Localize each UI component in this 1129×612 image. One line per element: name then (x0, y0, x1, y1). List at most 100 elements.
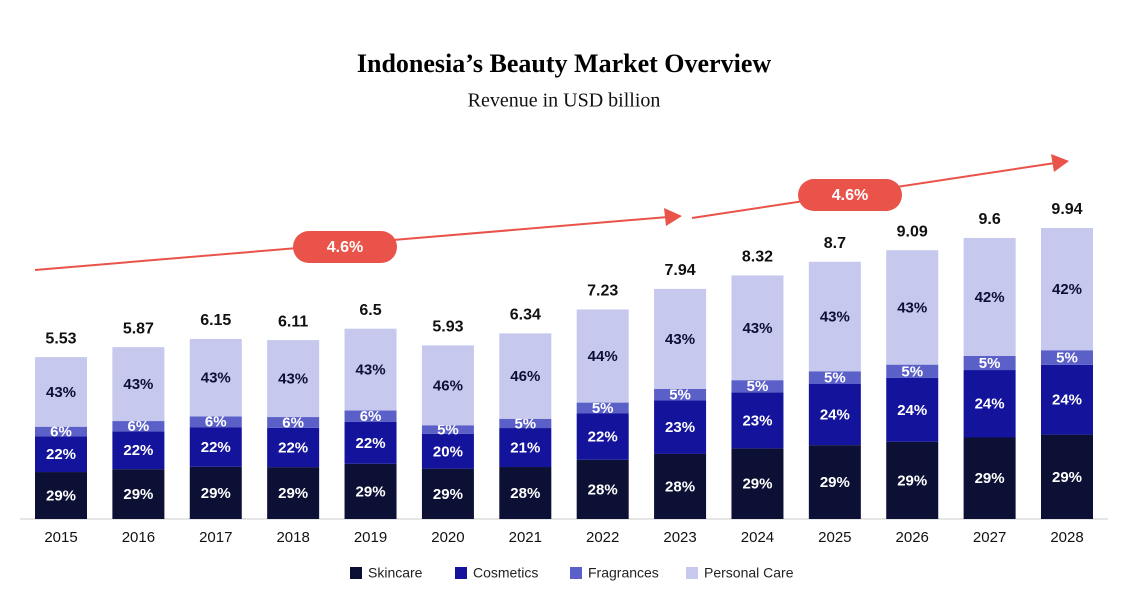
segment-label: 43% (665, 331, 695, 348)
segment-label: 22% (46, 446, 76, 463)
legend-label: Skincare (368, 565, 423, 581)
total-label: 9.6 (978, 211, 1000, 228)
segment-label: 29% (975, 470, 1005, 487)
segment-label: 43% (820, 308, 850, 325)
total-label: 5.93 (432, 319, 463, 336)
bar-segment (112, 431, 165, 470)
bar-segment (808, 261, 861, 372)
bar-segment (189, 466, 242, 519)
chart-title: Indonesia’s Beauty Market Overview (357, 49, 771, 78)
bar-segment (731, 448, 784, 519)
bar-segment (576, 402, 629, 414)
x-tick-label: 2023 (663, 529, 696, 546)
x-tick-label: 2018 (276, 529, 309, 546)
x-tick-label: 2022 (586, 529, 619, 546)
bar-segment (267, 417, 320, 428)
bar-segment (654, 288, 707, 389)
total-label: 7.94 (665, 262, 696, 279)
x-tick-label: 2017 (199, 529, 232, 546)
segment-label: 24% (975, 396, 1005, 413)
segment-label: 5% (514, 415, 536, 432)
segment-label: 22% (278, 439, 308, 456)
annotation-pill (293, 231, 397, 263)
bar-segment (35, 436, 87, 473)
segment-label: 28% (588, 481, 618, 498)
segment-label: 6% (205, 414, 227, 431)
x-tick-label: 2020 (431, 529, 464, 546)
bar-segment (344, 328, 397, 411)
segment-label: 43% (742, 320, 772, 337)
segment-label: 43% (123, 376, 153, 393)
segment-label: 42% (1052, 281, 1082, 298)
segment-label: 6% (128, 418, 150, 435)
total-label: 6.34 (510, 307, 541, 324)
bar-segment (808, 384, 861, 446)
x-tick-label: 2028 (1050, 529, 1083, 546)
x-tick-label: 2016 (122, 529, 155, 546)
segment-label: 43% (356, 362, 386, 379)
annotation-label: 4.6% (327, 239, 363, 256)
total-label: 7.23 (587, 283, 618, 300)
segment-label: 43% (201, 370, 231, 387)
legend-swatch (455, 567, 467, 579)
bar-segment (421, 433, 474, 469)
legend-swatch (570, 567, 582, 579)
segment-label: 24% (1052, 392, 1082, 409)
segment-label: 23% (665, 419, 695, 436)
bar-segment (963, 370, 1016, 438)
bar-segment (35, 472, 87, 519)
bar-segment (731, 275, 784, 381)
total-label: 8.32 (742, 249, 773, 266)
bar-segment (1041, 228, 1093, 351)
bar-segment (344, 421, 397, 464)
bar-segment (731, 392, 784, 449)
bar-segment (499, 428, 552, 468)
segment-label: 43% (897, 299, 927, 316)
bar-segment (35, 426, 87, 437)
bar-segment (421, 425, 474, 434)
bar-segment (112, 347, 165, 422)
bar-segment (808, 371, 861, 385)
bar-segment (576, 309, 629, 403)
x-tick-label: 2021 (509, 529, 542, 546)
total-label: 6.5 (359, 302, 381, 319)
bar-segment (267, 340, 320, 418)
segment-label: 5% (824, 370, 846, 387)
bar-segment (731, 380, 784, 393)
segment-label: 29% (897, 472, 927, 489)
segment-label: 29% (201, 485, 231, 502)
segment-label: 24% (897, 402, 927, 419)
annotation-label: 4.6% (832, 187, 868, 204)
bar-segment (189, 338, 242, 417)
bar-segment (421, 468, 474, 519)
total-label: 8.7 (824, 235, 846, 252)
bar-segment (808, 445, 861, 519)
segment-label: 6% (360, 408, 382, 425)
bar-segment (499, 467, 552, 519)
bar-segment (499, 333, 552, 419)
segment-label: 22% (123, 442, 153, 459)
x-tick-label: 2019 (354, 529, 387, 546)
bar-segment (886, 250, 939, 365)
segment-label: 21% (510, 440, 540, 457)
bar-segment (576, 459, 629, 519)
segment-label: 6% (282, 414, 304, 431)
bar-segment (112, 469, 165, 519)
segment-label: 5% (669, 387, 691, 404)
bar-segment (654, 453, 707, 519)
segment-label: 5% (437, 422, 459, 439)
bar-segment (1041, 350, 1093, 365)
segment-label: 5% (901, 363, 923, 380)
bar-segment (499, 418, 552, 429)
legend-swatch (350, 567, 362, 579)
segment-label: 29% (356, 483, 386, 500)
bar-segment (963, 237, 1016, 356)
total-label: 5.53 (45, 330, 76, 347)
chart-subtitle: Revenue in USD billion (468, 90, 661, 112)
total-label: 6.11 (278, 313, 308, 330)
segment-label: 5% (979, 355, 1001, 372)
x-tick-label: 2027 (973, 529, 1006, 546)
bar-segment (963, 355, 1016, 371)
total-label: 9.09 (897, 223, 928, 240)
